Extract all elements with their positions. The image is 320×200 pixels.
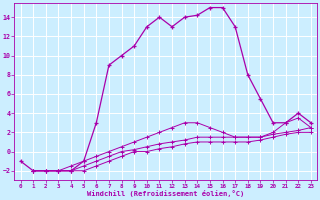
X-axis label: Windchill (Refroidissement éolien,°C): Windchill (Refroidissement éolien,°C) bbox=[87, 190, 244, 197]
